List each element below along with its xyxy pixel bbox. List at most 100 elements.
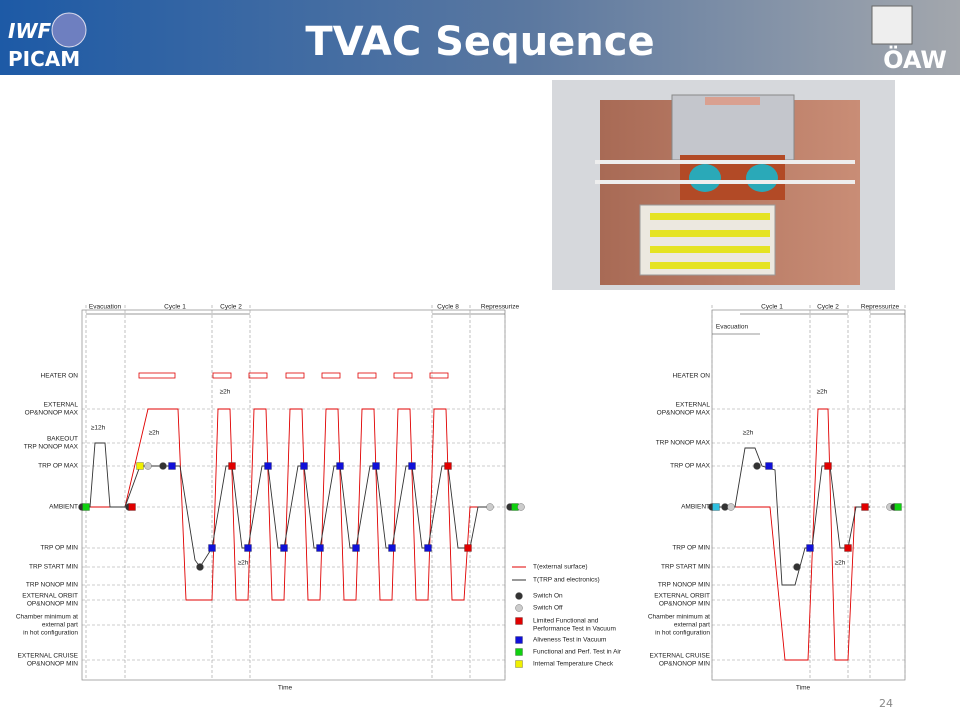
duration-label: ≥2h — [743, 430, 754, 437]
level-label: EXTERNAL CRUISE — [18, 653, 79, 660]
level-label: TRP OP MIN — [40, 545, 78, 552]
axis-label: Time — [278, 685, 293, 692]
level-label: OP&NONOP MIN — [659, 661, 710, 668]
test-marker — [136, 462, 144, 470]
duration-label: ≥2h — [220, 389, 231, 396]
test-marker — [300, 462, 308, 470]
switch-marker — [517, 503, 525, 511]
phase-label: Evacuation — [716, 324, 749, 331]
duration-label: ≥2h — [238, 560, 249, 567]
test-marker — [228, 462, 236, 470]
test-marker — [424, 544, 432, 552]
temperature-line — [712, 408, 870, 661]
level-label: OP&NONOP MIN — [659, 601, 710, 608]
test-marker — [408, 462, 416, 470]
level-label: TRP OP MIN — [672, 545, 710, 552]
test-marker — [824, 462, 832, 470]
phase-label: Cycle 1 — [761, 304, 783, 311]
test-marker — [515, 617, 523, 625]
phase-label: Repressurize — [861, 304, 900, 311]
switch-marker — [727, 503, 735, 511]
level-label: TRP OP MAX — [38, 463, 79, 470]
legend-label: Functional and Perf. Test in Air — [533, 649, 622, 656]
header-bar — [0, 0, 960, 75]
switch-marker — [753, 462, 761, 470]
legend-label: Limited Functional and — [533, 618, 599, 625]
test-marker — [515, 660, 523, 668]
heater-bar — [285, 372, 305, 379]
test-marker — [861, 503, 869, 511]
phase-label: Cycle 1 — [164, 304, 186, 311]
switch-marker — [144, 462, 152, 470]
heater-bar — [321, 372, 341, 379]
phase-label: Repressurize — [481, 304, 520, 311]
phase-label: Cycle 2 — [817, 304, 839, 311]
logo-building — [871, 5, 913, 45]
test-marker — [316, 544, 324, 552]
level-label: AMBIENT — [681, 504, 710, 511]
level-label: Chamber minimum at — [648, 614, 710, 621]
legend-label: Internal Temperature Check — [533, 661, 614, 668]
test-marker — [244, 544, 252, 552]
level-label: EXTERNAL — [44, 402, 79, 409]
level-label: OP&NONOP MIN — [27, 601, 78, 608]
test-marker — [444, 462, 452, 470]
duration-label: ≥2h — [835, 560, 846, 567]
test-marker — [515, 636, 523, 644]
test-marker — [208, 544, 216, 552]
level-label: in hot configuration — [655, 630, 710, 637]
render-image — [552, 80, 895, 290]
level-label: EXTERNAL — [676, 402, 711, 409]
duration-label: ≥2h — [149, 430, 160, 437]
switch-marker — [159, 462, 167, 470]
legend-label: Switch On — [533, 593, 563, 600]
level-label: OP&NONOP MAX — [25, 410, 79, 417]
test-marker — [464, 544, 472, 552]
level-label: TRP OP MAX — [670, 463, 711, 470]
legend-label: Performance Test in Vacuum — [533, 626, 616, 633]
level-label: BAKEOUT — [47, 436, 78, 443]
level-label: EXTERNAL ORBIT — [22, 593, 78, 600]
level-label: Chamber minimum at — [16, 614, 78, 621]
logo-text: ÖAW — [883, 44, 947, 74]
temperature-line — [712, 447, 870, 586]
logo-text: PICAM — [8, 47, 80, 71]
level-label: OP&NONOP MAX — [657, 410, 711, 417]
level-label: EXTERNAL ORBIT — [654, 593, 710, 600]
page-number: 24 — [879, 697, 893, 710]
level-label: TRP NONOP MAX — [656, 440, 711, 447]
test-marker — [280, 544, 288, 552]
test-marker — [168, 462, 176, 470]
test-marker — [336, 462, 344, 470]
legend-label: Aliveness Test in Vacuum — [533, 637, 606, 644]
test-marker — [82, 503, 90, 511]
heater-bar — [248, 372, 268, 379]
level-label: TRP NONOP MAX — [24, 444, 79, 451]
level-label: TRP START MIN — [29, 564, 78, 571]
heater-bar — [212, 372, 232, 379]
level-label: external part — [674, 622, 710, 629]
test-marker — [844, 544, 852, 552]
level-label: TRP NONOP MIN — [658, 582, 710, 589]
level-label: TRP START MIN — [661, 564, 710, 571]
legend-label: Switch Off — [533, 605, 563, 612]
heater-bar — [429, 372, 449, 379]
slide-title: TVAC Sequence — [305, 19, 654, 65]
level-label: TRP NONOP MIN — [26, 582, 78, 589]
level-label: OP&NONOP MIN — [27, 661, 78, 668]
temperature-line — [82, 408, 490, 601]
axis-label: Time — [796, 685, 811, 692]
switch-marker — [793, 563, 801, 571]
switch-marker — [196, 563, 204, 571]
test-marker — [894, 503, 902, 511]
duration-label: ≥12h — [91, 425, 106, 432]
level-label: HEATER ON — [41, 373, 79, 380]
switch-marker — [515, 604, 523, 612]
level-label: AMBIENT — [49, 504, 78, 511]
switch-marker — [515, 592, 523, 600]
heater-bar — [357, 372, 377, 379]
legend-label: T(external surface) — [533, 564, 588, 571]
frame — [711, 309, 906, 681]
level-label: external part — [42, 622, 78, 629]
test-marker — [388, 544, 396, 552]
